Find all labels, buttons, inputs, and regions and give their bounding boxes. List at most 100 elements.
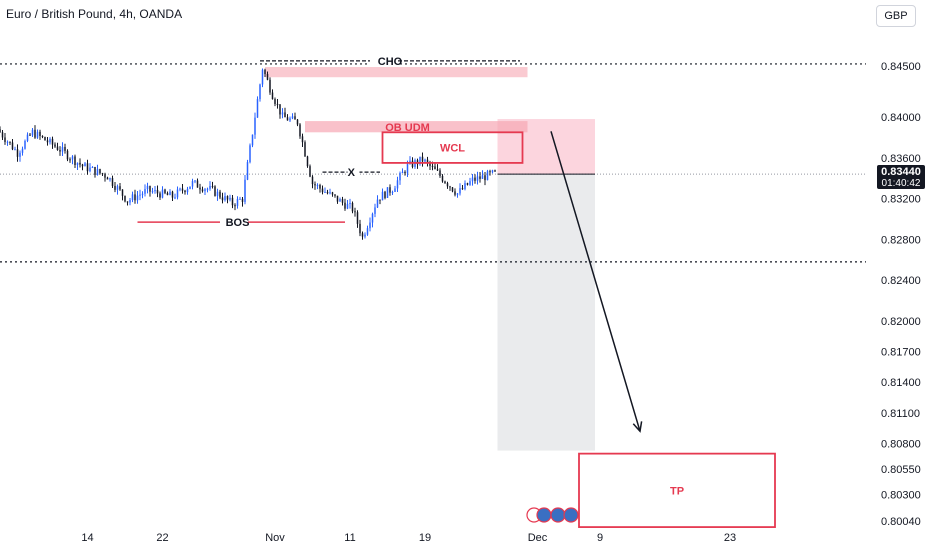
candle-body-90 <box>224 196 226 201</box>
price-tick-13: 0.80040 <box>881 516 921 528</box>
candle-body-78 <box>194 180 196 182</box>
candle-body-189 <box>471 177 474 182</box>
candle-body-170 <box>424 159 426 162</box>
candle-body-136 <box>339 199 341 202</box>
candle-body-158 <box>394 188 396 192</box>
candle-body-157 <box>391 191 394 193</box>
candle-body-16 <box>39 131 41 136</box>
candle-body-20 <box>49 138 51 143</box>
candle-body-112 <box>279 104 281 115</box>
candle-body-46 <box>114 185 116 190</box>
candle-body-179 <box>446 183 449 187</box>
candle-body-183 <box>456 193 459 195</box>
candle-body-181 <box>451 187 454 192</box>
candle-body-109 <box>271 92 274 100</box>
candle-body-142 <box>354 211 356 213</box>
candle-body-74 <box>184 190 186 193</box>
candle-body-184 <box>459 188 461 194</box>
annotation-cho-label-bg <box>370 53 396 67</box>
price-badge: 0.83440 01:40:42 <box>877 165 925 189</box>
candle-body-38 <box>94 167 96 175</box>
candle-body-86 <box>214 186 216 196</box>
candle-body-152 <box>379 199 381 201</box>
candle-body-1 <box>1 132 4 138</box>
candle-body-171 <box>426 159 429 163</box>
candle-body-177 <box>441 175 444 182</box>
candle-body-147 <box>366 228 369 235</box>
candle-body-168 <box>419 156 421 165</box>
price-tick-12: 0.80300 <box>881 489 921 501</box>
time-tick-19: 19 <box>419 532 431 544</box>
candle-body-97 <box>241 198 244 202</box>
candle-body-89 <box>221 197 224 201</box>
candle-body-192 <box>479 176 481 179</box>
price-tick-7: 0.81700 <box>881 347 921 359</box>
candle-body-71 <box>176 189 179 198</box>
candle-body-182 <box>454 191 456 195</box>
candle-body-99 <box>246 162 249 180</box>
candle-body-134 <box>334 194 336 196</box>
economic-event-icon-2[interactable] <box>550 507 566 523</box>
symbol-title: Euro / British Pound, 4h, OANDA <box>6 7 183 21</box>
currency-button[interactable]: GBP <box>876 5 916 27</box>
candle-body-69 <box>171 191 174 198</box>
annotation-x-label: X <box>348 167 356 179</box>
candle-body-21 <box>51 138 54 145</box>
candle-body-155 <box>386 187 389 198</box>
annotations-layer: CHO BOS X OB UDM WCL TP <box>137 53 776 528</box>
candle-body-56 <box>139 194 141 196</box>
candle-body-32 <box>79 162 81 165</box>
time-tick-22: 22 <box>156 532 168 544</box>
price-tick-4: 0.82800 <box>881 234 921 246</box>
candle-body-18 <box>44 137 46 141</box>
event-icons[interactable] <box>526 507 579 523</box>
annotation-x-label-bg <box>347 165 360 179</box>
candle-body-160 <box>399 173 401 181</box>
candle-body-116 <box>289 118 291 121</box>
candle-body-10 <box>24 140 26 149</box>
candle-body-187 <box>466 183 469 185</box>
candle-body-43 <box>106 177 109 180</box>
candle-body-159 <box>396 180 399 189</box>
candle-body-36 <box>89 167 91 172</box>
candle-body-7 <box>16 149 19 157</box>
candle-body-95 <box>236 198 239 206</box>
candle-body-48 <box>119 186 121 190</box>
candle-body-82 <box>204 189 206 192</box>
candle-body-154 <box>384 191 386 198</box>
candle-body-132 <box>329 192 331 194</box>
candle-body-42 <box>104 174 106 178</box>
candle-body-49 <box>121 189 124 196</box>
price-tick-0: 0.84500 <box>881 61 921 73</box>
economic-event-icon-1[interactable] <box>536 507 552 523</box>
candle-body-40 <box>99 169 101 174</box>
candle-body-138 <box>344 202 346 209</box>
economic-event-icon-3[interactable] <box>563 507 579 523</box>
candle-body-107 <box>266 74 269 80</box>
time-axis[interactable]: 14 22 Nov 11 19 Dec 9 23 <box>81 532 736 544</box>
candle-body-72 <box>179 188 181 190</box>
price-tick-5: 0.82400 <box>881 275 921 287</box>
candle-body-191 <box>476 176 479 181</box>
candle-body-175 <box>436 169 439 171</box>
candle-body-41 <box>101 173 104 175</box>
candle-body-9 <box>21 148 24 153</box>
candle-body-102 <box>254 117 256 135</box>
candle-body-139 <box>346 203 349 209</box>
candle-body-75 <box>186 188 189 193</box>
candle-body-174 <box>434 166 436 170</box>
candle-body-88 <box>219 191 221 198</box>
candle-body-117 <box>291 116 294 119</box>
candle-body-144 <box>359 223 361 234</box>
candle-body-173 <box>431 165 434 167</box>
candle-body-113 <box>281 112 284 115</box>
price-axis[interactable]: 0.84500 0.84000 0.83600 0.83200 0.82800 0.824… <box>881 61 921 528</box>
time-tick-dec: Dec <box>528 532 548 544</box>
candle-body-52 <box>129 199 131 203</box>
current-price-label: 0.83440 <box>881 166 921 178</box>
candle-body-133 <box>331 192 334 195</box>
candle-body-110 <box>274 99 276 104</box>
price-tick-8: 0.81400 <box>881 377 921 389</box>
candle-body-17 <box>41 135 44 138</box>
